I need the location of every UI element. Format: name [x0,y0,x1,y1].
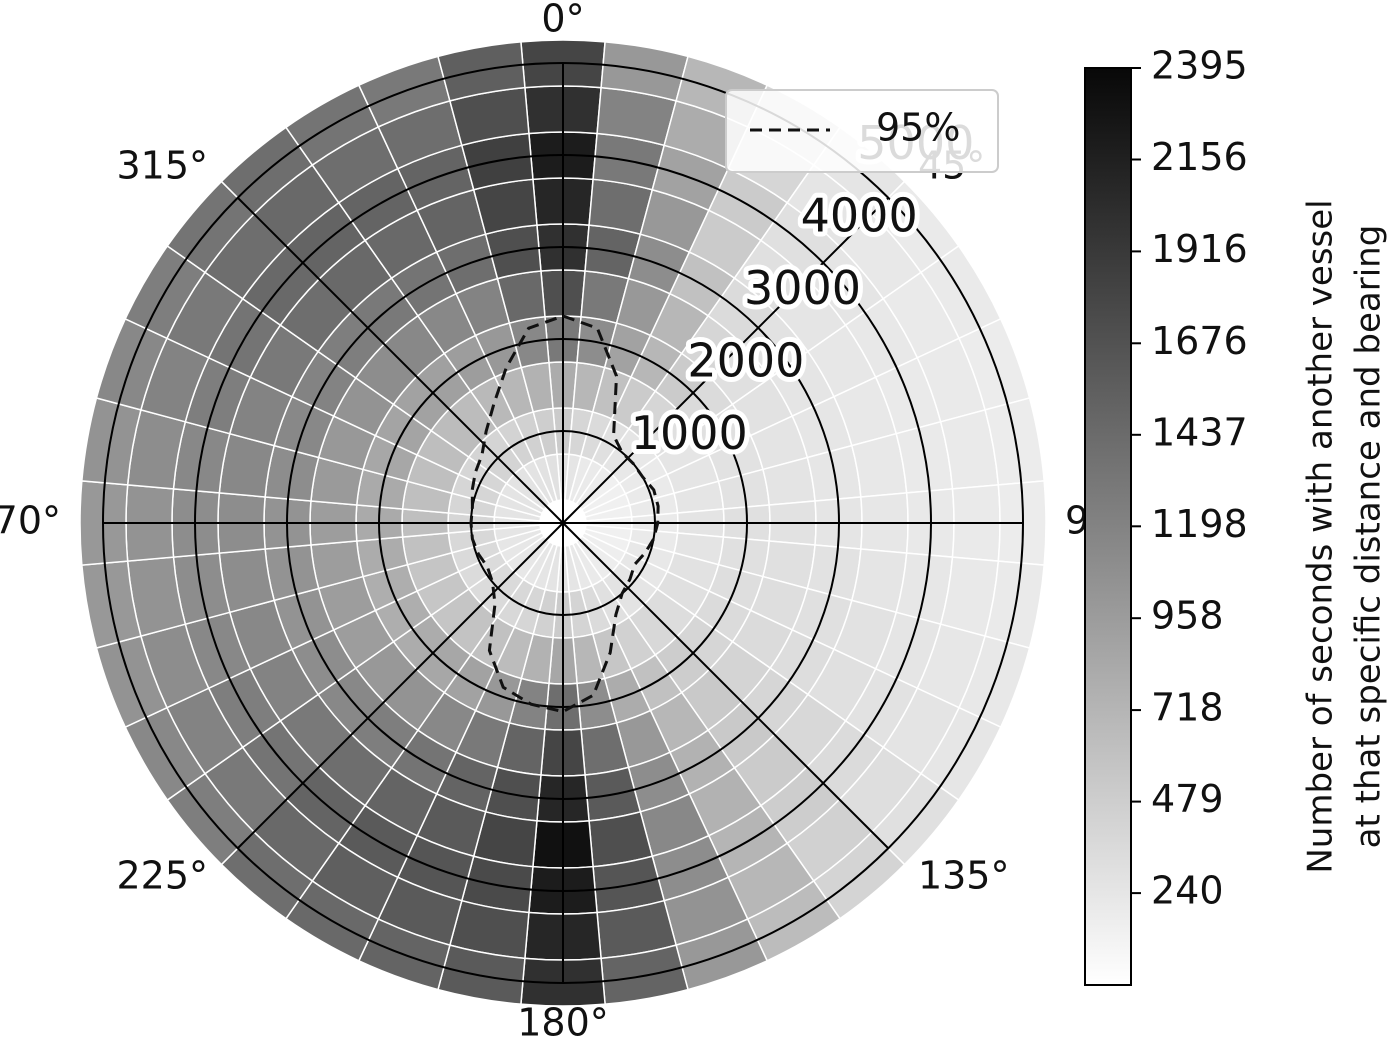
theta-tick-label: 225° [117,853,209,897]
r-tick-label: 2000 [687,333,804,387]
colorbar-tick-label: 718 [1151,686,1224,730]
colorbar-tick-label: 240 [1151,869,1224,913]
polar-axes: 100020003000400050000°45°90135°180°225°2… [0,0,1113,1045]
theta-tick-label: 135° [918,853,1010,897]
theta-grid-line [562,522,889,849]
theta-grid-line [562,197,889,524]
r-tick-label: 3000 [744,261,861,315]
colorbar: 240 479 718 958 1198 1437 1676 1916 2156 2395 Numb… [1084,44,1389,986]
colorbar-tick-label: 1198 [1151,502,1248,546]
theta-grid-line [237,522,564,849]
colorbar-label: at that specific distance and bearing [1349,225,1389,849]
legend-box [725,89,999,173]
colorbar-tick-label: 479 [1151,777,1224,821]
theta-tick-label: 270° [0,499,61,543]
colorbar-tick-label: 1437 [1151,410,1248,454]
contour-line [469,314,660,714]
theta-tick-label: 315° [117,144,209,188]
theta-tick-label: 180° [517,1001,609,1045]
colorbar-tick-label: 958 [1151,594,1224,638]
colorbar-tick-label: 1676 [1151,319,1248,363]
r-tick-label: 4000 [801,188,918,242]
legend-label: 95% [876,106,960,150]
theta-grid-line [237,197,564,524]
colorbar-label: Number of seconds with another vessel [1301,199,1341,873]
colorbar-tick-label: 2395 [1151,44,1248,88]
colorbar-tick-label: 1916 [1151,227,1248,271]
theta-tick-label: 0° [541,0,584,41]
colorbar-gradient [1084,67,1132,986]
r-tick-label: 1000 [631,406,748,460]
colorbar-tick-label: 2156 [1151,135,1248,179]
heat-cell [437,41,526,102]
